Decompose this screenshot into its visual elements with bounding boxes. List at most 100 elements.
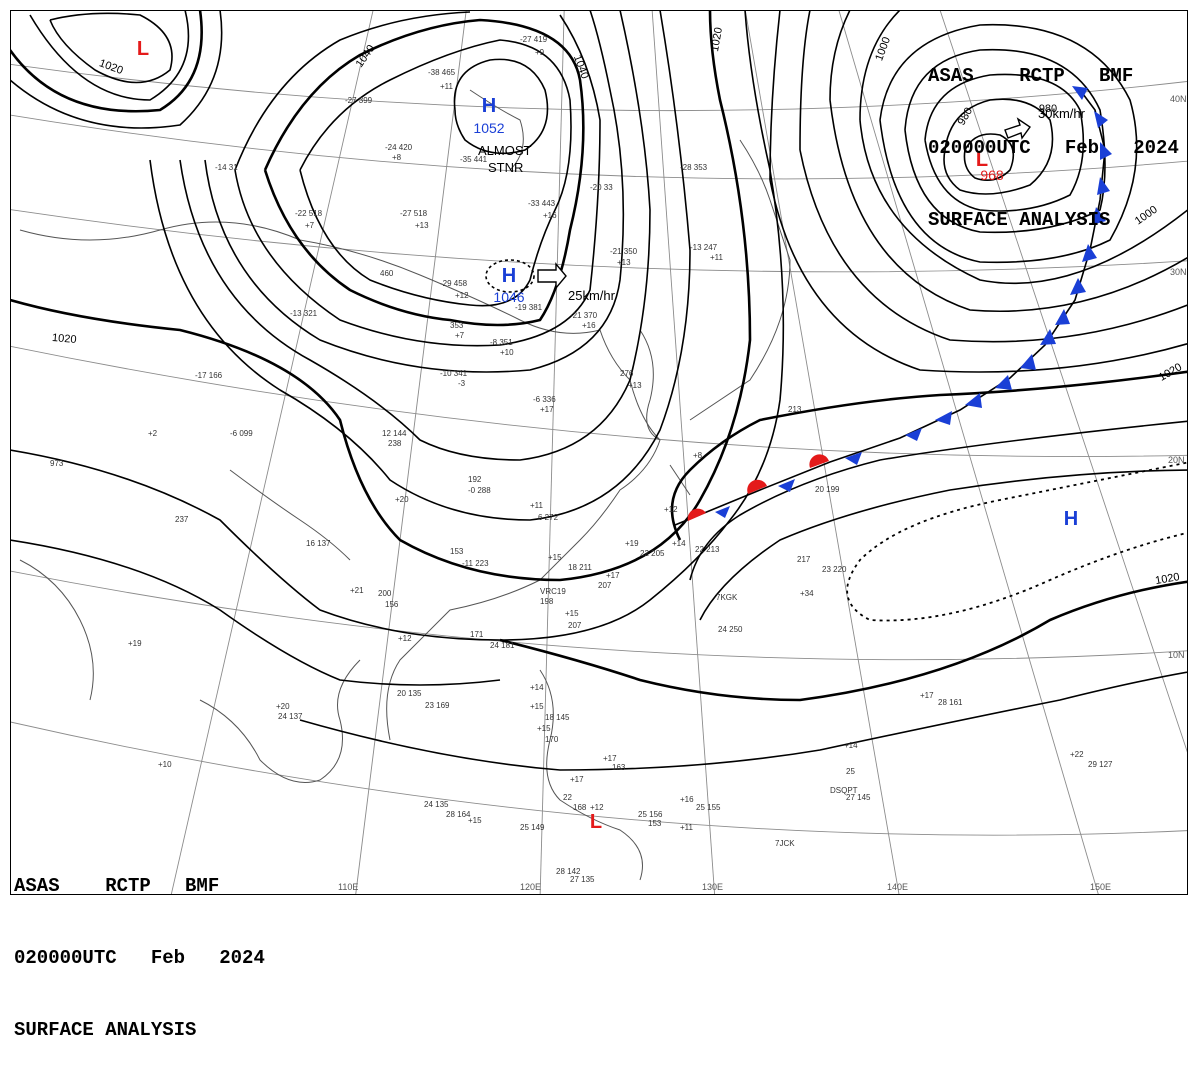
station-plot-value: -28 353 <box>680 163 708 172</box>
station-plot-value: -35 441 <box>460 155 488 164</box>
station-plot-value: +17 <box>603 754 617 763</box>
station-plot-value: +12 <box>398 634 412 643</box>
motion-arrows <box>537 117 1031 290</box>
longitude-label: 150E <box>1090 882 1111 892</box>
center-pressure-value: 968 <box>980 167 1004 183</box>
isobar <box>234 11 471 171</box>
latitude-label: 10N <box>1168 650 1185 660</box>
chart-header-top-right: ASAS RCTP BMF 020000UTC Feb 2024 SURFACE… <box>928 16 1179 256</box>
station-plot-value: +13 <box>415 221 429 230</box>
isobar <box>799 11 811 151</box>
station-plot-value: -29 458 <box>440 279 468 288</box>
station-plot-value: +12 <box>664 505 678 514</box>
station-plot-value: -27 419 <box>520 35 548 44</box>
chart-header-bottom-left: ASAS RCTP BMF 020000UTC Feb 2024 SURFACE… <box>14 826 265 1066</box>
station-plot-value: +16 <box>543 211 557 220</box>
station-plot-value: +8 <box>693 451 703 460</box>
station-plot-value: 6 272 <box>538 513 559 522</box>
station-plot-value: 18 145 <box>545 713 570 722</box>
station-plot-value: +13 <box>617 258 631 267</box>
isobar <box>29 11 190 101</box>
station-plot-value: 20 199 <box>815 485 840 494</box>
station-plot-value: 23 220 <box>822 565 847 574</box>
latitude-label: 20N <box>1168 455 1185 465</box>
station-plot-value: 973 <box>50 459 64 468</box>
station-plot-value: 24 250 <box>718 625 743 634</box>
station-plot-value: +17 <box>920 691 934 700</box>
isobar-dotted <box>485 259 535 293</box>
station-plot-value: 207 <box>598 581 612 590</box>
isobar <box>179 11 651 461</box>
station-plot-value: 217 <box>797 555 811 564</box>
station-plot-value: -11 223 <box>462 559 489 568</box>
station-plot-value: 170 <box>545 735 559 744</box>
station-plot-value: -6 336 <box>533 395 556 404</box>
station-plot-value: +15 <box>468 816 482 825</box>
motion-speed-high: 25km/hr <box>568 288 616 303</box>
station-plot-value: +20 <box>276 702 290 711</box>
lat-0-line <box>11 721 1187 836</box>
low-pressure-center: L <box>976 149 988 171</box>
warm-front-bumps <box>687 454 829 521</box>
isobar <box>943 98 1054 195</box>
isobar <box>263 18 585 327</box>
station-plot-value: +15 <box>565 609 579 618</box>
fronts <box>674 86 1112 526</box>
longitude-label: 110E <box>338 882 358 892</box>
station-plot-value: 22 <box>563 793 572 802</box>
isobar-label: 1020 <box>52 332 77 346</box>
isobar <box>859 11 901 121</box>
graticule <box>11 11 1187 894</box>
isobar <box>499 580 1187 702</box>
isobar <box>11 11 223 129</box>
isobar-label: 1040 <box>354 43 378 70</box>
station-plot-value: +15 <box>548 553 562 562</box>
cold-front-triangles <box>715 86 1112 518</box>
longitude-labels: 110E 120E 130E 140E 150E <box>338 882 1111 892</box>
station-plot-value: +21 <box>350 586 364 595</box>
station-plot-value: 237 <box>175 515 189 524</box>
isobar <box>149 11 691 521</box>
high-pressure-center: H <box>482 95 496 117</box>
station-plot-value: 276 <box>620 369 634 378</box>
latitude-labels: 40N 30N 20N 10N <box>1168 94 1187 660</box>
station-plot-value: 7JCK <box>775 839 795 848</box>
station-plot-value: +2 <box>148 429 158 438</box>
station-plot-value: +34 <box>800 589 814 598</box>
station-plot-value: 7KGK <box>716 593 738 602</box>
station-plot-value: 238 <box>388 439 402 448</box>
station-plot-value: 207 <box>568 621 582 630</box>
isobar <box>11 11 752 582</box>
station-plot-value: -19 381 <box>515 303 543 312</box>
low-pressure-center: L <box>137 38 149 60</box>
station-plot-value: 153 <box>648 819 662 828</box>
station-plot-value: +12 <box>455 291 469 300</box>
isobar-label: 1000 <box>873 35 893 62</box>
station-plot-value: +17 <box>606 571 620 580</box>
station-plot-value: VRC19 <box>540 587 566 596</box>
station-plot-value: +9 <box>535 48 545 57</box>
station-plot-value: -3 <box>458 379 466 388</box>
isobar <box>699 469 1187 621</box>
isobar <box>49 12 173 84</box>
station-plot-value: -20 33 <box>590 183 613 192</box>
station-plot-value: +16 <box>680 795 694 804</box>
station-plot-value: +15 <box>537 724 551 733</box>
isobar <box>670 370 1187 541</box>
station-plot-value: DSQPT <box>830 786 858 795</box>
isobar-label: 1020 <box>1154 571 1180 587</box>
isobar <box>11 539 501 686</box>
header-line1: ASAS RCTP BMF <box>14 875 220 897</box>
weather-chart: -27 419+9-38 465+11-27 399-24 420+8-14 3… <box>11 11 1187 894</box>
station-plot-value: 16 137 <box>306 539 331 548</box>
station-plot-value: 24 181 <box>490 641 515 650</box>
station-plot-value: +12 <box>590 803 604 812</box>
station-plot-value: -8 351 <box>490 338 513 347</box>
annotations: ALMOST STNR 25km/hr 30km/hr <box>478 106 1086 303</box>
station-plot-value: 27 145 <box>846 793 871 802</box>
station-plot-value: 198 <box>540 597 554 606</box>
header-line2: 020000UTC Feb 2024 <box>928 137 1179 159</box>
station-plot-value: +11 <box>710 253 724 262</box>
station-plot-value: -0 288 <box>468 486 491 495</box>
